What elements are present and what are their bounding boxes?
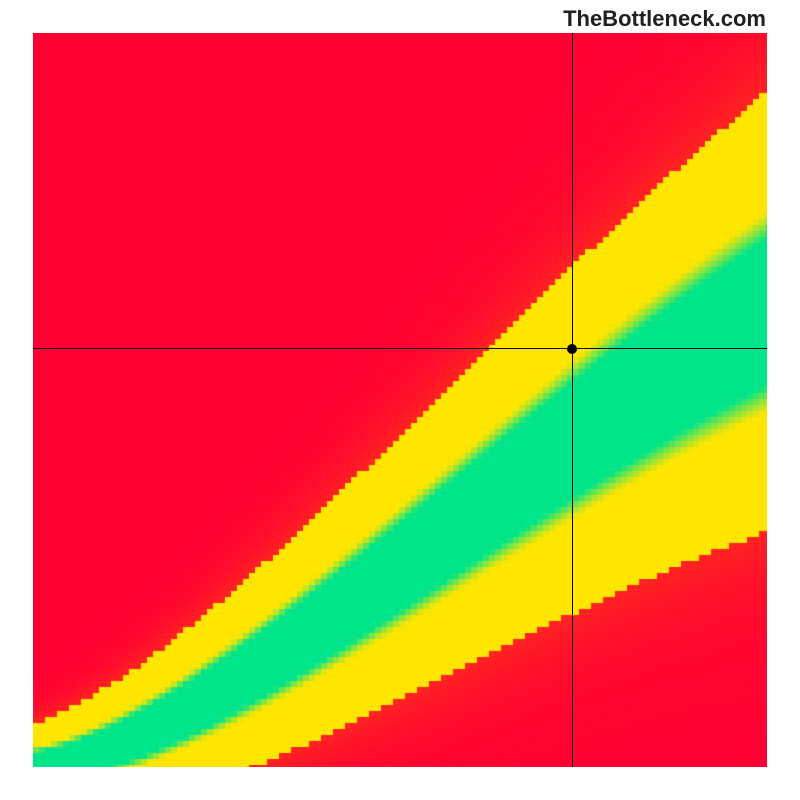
- chart-container: TheBottleneck.com: [0, 0, 800, 800]
- watermark-text: TheBottleneck.com: [563, 6, 766, 32]
- crosshair-horizontal: [33, 348, 767, 349]
- crosshair-vertical: [572, 33, 573, 767]
- heatmap-canvas: [33, 33, 767, 767]
- heatmap-plot: [33, 33, 767, 767]
- selection-marker: [567, 344, 577, 354]
